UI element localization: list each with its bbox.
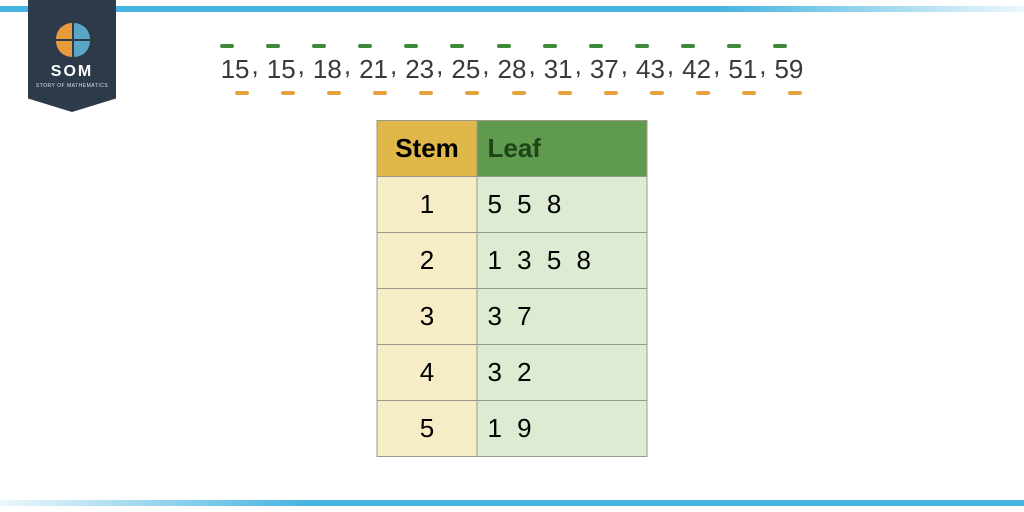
- leaf-cell: 3 2: [477, 345, 647, 401]
- stem-cell: 5: [377, 401, 477, 457]
- data-value: 37: [588, 50, 621, 89]
- separator: ,: [482, 50, 495, 89]
- stem-digit-mark: [727, 44, 741, 48]
- stem-digit-mark: [635, 44, 649, 48]
- leaf-digit-mark: [373, 91, 387, 95]
- stem-cell: 2: [377, 233, 477, 289]
- leaf-digit-mark: [419, 91, 433, 95]
- leaf-digit-mark: [281, 91, 295, 95]
- stem-digit-mark: [681, 44, 695, 48]
- data-value: 25: [449, 50, 482, 89]
- separator: ,: [390, 50, 403, 89]
- stem-cell: 3: [377, 289, 477, 345]
- stem-header: Stem: [377, 121, 477, 177]
- table-row: 43 2: [377, 345, 647, 401]
- data-values-row: 15,15,18,21,23,25,28,31,37,43,42,51,59: [0, 50, 1024, 89]
- leaf-digit-mark: [742, 91, 756, 95]
- stem-digit-mark: [450, 44, 464, 48]
- data-value: 18: [311, 50, 344, 89]
- stem-digit-mark: [404, 44, 418, 48]
- data-value: 21: [357, 50, 390, 89]
- leaf-digit-mark: [788, 91, 802, 95]
- stem-digit-mark: [312, 44, 326, 48]
- table-row: 21 3 5 8: [377, 233, 647, 289]
- table-row: 51 9: [377, 401, 647, 457]
- separator: ,: [621, 50, 634, 89]
- table-header-row: Stem Leaf: [377, 121, 647, 177]
- separator: ,: [713, 50, 726, 89]
- stem-leaf-table: Stem Leaf 15 5 821 3 5 833 743 251 9: [377, 120, 648, 457]
- leaf-digit-mark: [327, 91, 341, 95]
- top-accent-bar: [0, 6, 1024, 12]
- separator: ,: [528, 50, 541, 89]
- leaf-digit-mark: [512, 91, 526, 95]
- data-value: 23: [403, 50, 436, 89]
- separator: ,: [344, 50, 357, 89]
- stem-cell: 1: [377, 177, 477, 233]
- table-row: 15 5 8: [377, 177, 647, 233]
- stem-cell: 4: [377, 345, 477, 401]
- stem-digit-mark: [773, 44, 787, 48]
- leaf-cell: 5 5 8: [477, 177, 647, 233]
- separator: ,: [252, 50, 265, 89]
- leaf-digit-mark: [696, 91, 710, 95]
- leaf-cell: 3 7: [477, 289, 647, 345]
- separator: ,: [667, 50, 680, 89]
- table-row: 33 7: [377, 289, 647, 345]
- data-value: 28: [496, 50, 529, 89]
- data-value: 31: [542, 50, 575, 89]
- separator: ,: [575, 50, 588, 89]
- leaf-digit-mark: [558, 91, 572, 95]
- leaf-digit-mark: [650, 91, 664, 95]
- data-value: 59: [772, 50, 805, 89]
- stem-digit-mark: [358, 44, 372, 48]
- leaf-digit-mark: [465, 91, 479, 95]
- data-value: 15: [265, 50, 298, 89]
- leaf-cell: 1 3 5 8: [477, 233, 647, 289]
- stem-digit-mark: [543, 44, 557, 48]
- separator: ,: [298, 50, 311, 89]
- data-value: 51: [726, 50, 759, 89]
- stem-digit-mark: [589, 44, 603, 48]
- separator: ,: [759, 50, 772, 89]
- leaf-header: Leaf: [477, 121, 647, 177]
- stem-digit-mark: [497, 44, 511, 48]
- stem-digit-mark: [220, 44, 234, 48]
- data-value: 43: [634, 50, 667, 89]
- data-value: 15: [219, 50, 252, 89]
- leaf-cell: 1 9: [477, 401, 647, 457]
- bottom-accent-bar: [0, 500, 1024, 506]
- leaf-digit-mark: [604, 91, 618, 95]
- stem-digit-mark: [266, 44, 280, 48]
- separator: ,: [436, 50, 449, 89]
- data-value: 42: [680, 50, 713, 89]
- leaf-digit-mark: [235, 91, 249, 95]
